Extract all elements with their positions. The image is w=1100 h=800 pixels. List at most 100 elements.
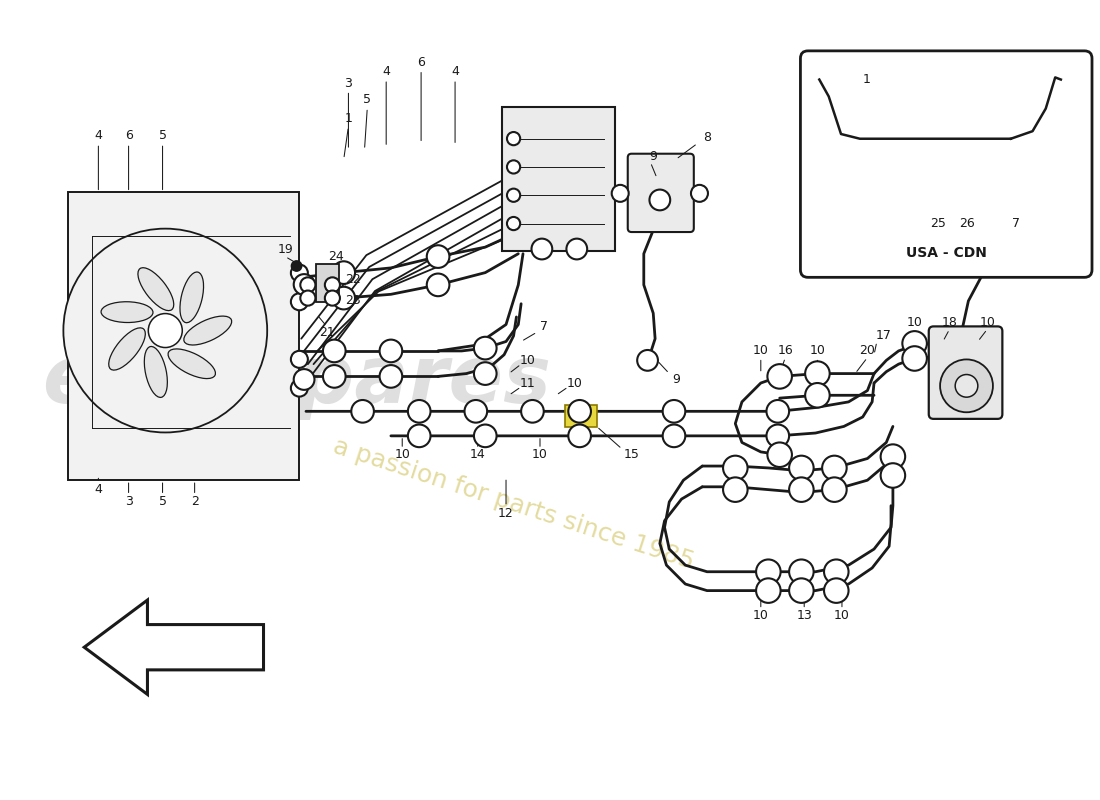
Circle shape xyxy=(805,362,829,386)
Text: 19: 19 xyxy=(277,242,293,255)
Text: 17: 17 xyxy=(876,330,891,342)
Circle shape xyxy=(300,278,316,293)
Circle shape xyxy=(1005,141,1016,151)
Text: eurospares: eurospares xyxy=(42,342,551,420)
Circle shape xyxy=(789,559,814,584)
Text: 5: 5 xyxy=(158,130,166,142)
Circle shape xyxy=(933,145,944,155)
Circle shape xyxy=(955,130,972,147)
Circle shape xyxy=(300,290,316,306)
Circle shape xyxy=(379,365,403,388)
Text: 16: 16 xyxy=(778,345,793,358)
Text: 10: 10 xyxy=(566,377,583,390)
Text: 9: 9 xyxy=(649,150,657,163)
Circle shape xyxy=(332,262,355,284)
Ellipse shape xyxy=(109,328,145,370)
Circle shape xyxy=(940,359,993,412)
Circle shape xyxy=(464,400,487,422)
Circle shape xyxy=(662,400,685,422)
Text: 6: 6 xyxy=(124,130,132,142)
Circle shape xyxy=(955,374,978,397)
Circle shape xyxy=(474,337,496,359)
Circle shape xyxy=(324,278,340,293)
Circle shape xyxy=(379,340,403,362)
Text: USA - CDN: USA - CDN xyxy=(905,246,987,260)
Circle shape xyxy=(902,346,927,370)
Circle shape xyxy=(767,400,789,422)
Text: 10: 10 xyxy=(532,448,548,462)
Circle shape xyxy=(723,456,748,480)
Circle shape xyxy=(789,578,814,603)
Circle shape xyxy=(768,364,792,389)
Circle shape xyxy=(292,261,301,271)
Text: 13: 13 xyxy=(796,609,812,622)
Text: 5: 5 xyxy=(158,495,166,509)
Circle shape xyxy=(767,425,789,447)
Text: 18: 18 xyxy=(942,316,957,329)
Text: 6: 6 xyxy=(417,56,425,69)
Circle shape xyxy=(902,331,927,356)
Ellipse shape xyxy=(144,346,167,398)
Circle shape xyxy=(294,274,315,295)
Text: 4: 4 xyxy=(451,65,459,78)
Circle shape xyxy=(507,217,520,230)
FancyBboxPatch shape xyxy=(564,405,596,427)
Ellipse shape xyxy=(168,349,216,378)
Text: 8: 8 xyxy=(703,131,711,144)
Text: 25: 25 xyxy=(931,217,946,230)
Circle shape xyxy=(789,478,814,502)
Circle shape xyxy=(881,463,905,488)
Text: 7: 7 xyxy=(1012,217,1020,230)
Text: 10: 10 xyxy=(752,609,769,622)
Ellipse shape xyxy=(101,302,153,322)
Text: 3: 3 xyxy=(344,78,352,90)
Text: 10: 10 xyxy=(979,316,996,329)
Text: 1: 1 xyxy=(862,73,870,86)
Circle shape xyxy=(822,456,847,480)
Text: 1: 1 xyxy=(344,112,352,126)
Text: 10: 10 xyxy=(394,448,410,462)
Circle shape xyxy=(474,362,496,385)
Circle shape xyxy=(294,369,315,390)
Text: 10: 10 xyxy=(752,345,769,358)
Text: 4: 4 xyxy=(382,65,390,78)
Circle shape xyxy=(531,238,552,259)
Circle shape xyxy=(768,442,792,467)
Text: 14: 14 xyxy=(470,448,485,462)
Circle shape xyxy=(958,145,969,155)
Text: 10: 10 xyxy=(520,354,536,367)
Text: 11: 11 xyxy=(520,377,536,390)
Circle shape xyxy=(332,286,355,310)
Circle shape xyxy=(64,229,267,433)
Circle shape xyxy=(649,190,670,210)
Ellipse shape xyxy=(138,268,174,310)
Text: 10: 10 xyxy=(906,316,923,329)
Circle shape xyxy=(824,578,848,603)
Circle shape xyxy=(323,365,345,388)
FancyBboxPatch shape xyxy=(928,326,1002,419)
Text: 10: 10 xyxy=(810,345,825,358)
Text: 20: 20 xyxy=(859,345,876,358)
Circle shape xyxy=(507,160,520,174)
Circle shape xyxy=(612,185,629,202)
Circle shape xyxy=(930,130,947,147)
Circle shape xyxy=(351,400,374,422)
Circle shape xyxy=(566,238,587,259)
Circle shape xyxy=(723,478,748,502)
Ellipse shape xyxy=(184,316,232,345)
Circle shape xyxy=(290,265,308,282)
Circle shape xyxy=(569,400,591,422)
Text: 22: 22 xyxy=(345,273,361,286)
Circle shape xyxy=(789,456,814,480)
Circle shape xyxy=(569,425,591,447)
Circle shape xyxy=(408,400,430,422)
Circle shape xyxy=(637,350,658,370)
Text: 4: 4 xyxy=(95,483,102,496)
Circle shape xyxy=(148,314,183,347)
Circle shape xyxy=(324,290,340,306)
Circle shape xyxy=(756,578,781,603)
Text: 12: 12 xyxy=(498,506,514,520)
Circle shape xyxy=(507,189,520,202)
FancyBboxPatch shape xyxy=(801,51,1092,278)
Circle shape xyxy=(822,478,847,502)
